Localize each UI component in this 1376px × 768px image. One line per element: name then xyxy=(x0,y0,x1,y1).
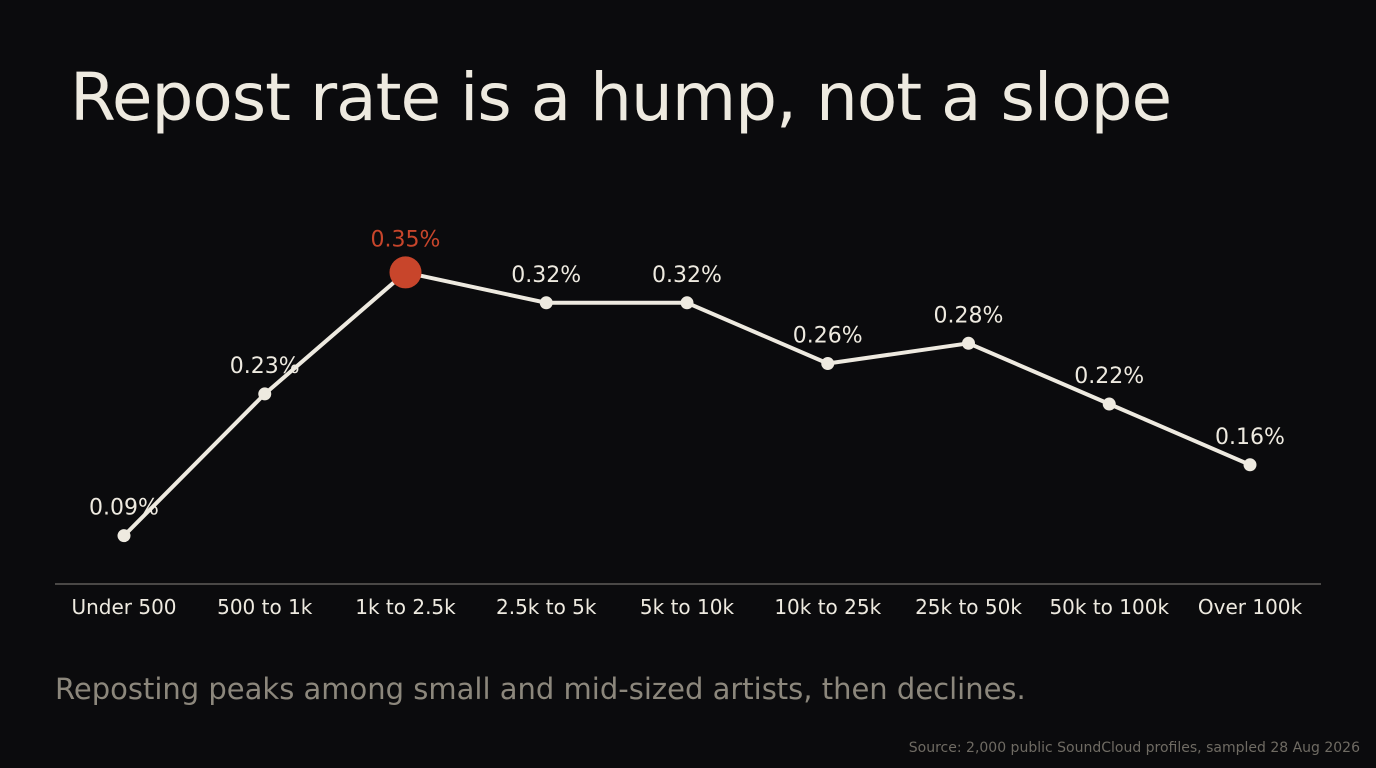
x-tick-label: Over 100k xyxy=(1198,595,1303,619)
series-line xyxy=(122,270,1252,538)
data-label: 0.32% xyxy=(511,263,581,288)
data-label: 0.09% xyxy=(89,496,159,521)
data-label: 0.23% xyxy=(230,354,300,379)
x-tick-label: 10k to 25k xyxy=(774,595,881,619)
data-point xyxy=(539,296,553,310)
data-point xyxy=(821,357,835,371)
x-tick-label: 2.5k to 5k xyxy=(496,595,597,619)
chart-title: Repost rate is a hump, not a slope xyxy=(70,59,1172,136)
data-label: 0.35% xyxy=(371,227,441,252)
data-point xyxy=(680,296,694,310)
x-tick-label: Under 500 xyxy=(71,595,176,619)
data-label: 0.16% xyxy=(1215,425,1285,450)
data-point-peak xyxy=(389,256,422,289)
data-point xyxy=(962,336,975,350)
data-label: 0.28% xyxy=(934,303,1004,328)
data-point xyxy=(117,529,131,543)
data-point xyxy=(258,387,272,401)
data-label: 0.22% xyxy=(1074,364,1144,389)
source-note: Source: 2,000 public SoundCloud profiles… xyxy=(908,740,1360,756)
x-tick-label: 50k to 100k xyxy=(1049,595,1169,619)
x-tick-label: 500 to 1k xyxy=(217,595,313,619)
data-point xyxy=(1243,458,1257,472)
x-tick-label: 5k to 10k xyxy=(640,595,735,619)
data-label: 0.26% xyxy=(793,324,863,349)
chart-subtitle: Reposting peaks among small and mid-size… xyxy=(55,672,1026,706)
x-tick-label: 25k to 50k xyxy=(915,595,1022,619)
data-point xyxy=(1102,397,1116,411)
x-tick-label: 1k to 2.5k xyxy=(355,595,456,619)
data-label: 0.32% xyxy=(652,263,722,288)
